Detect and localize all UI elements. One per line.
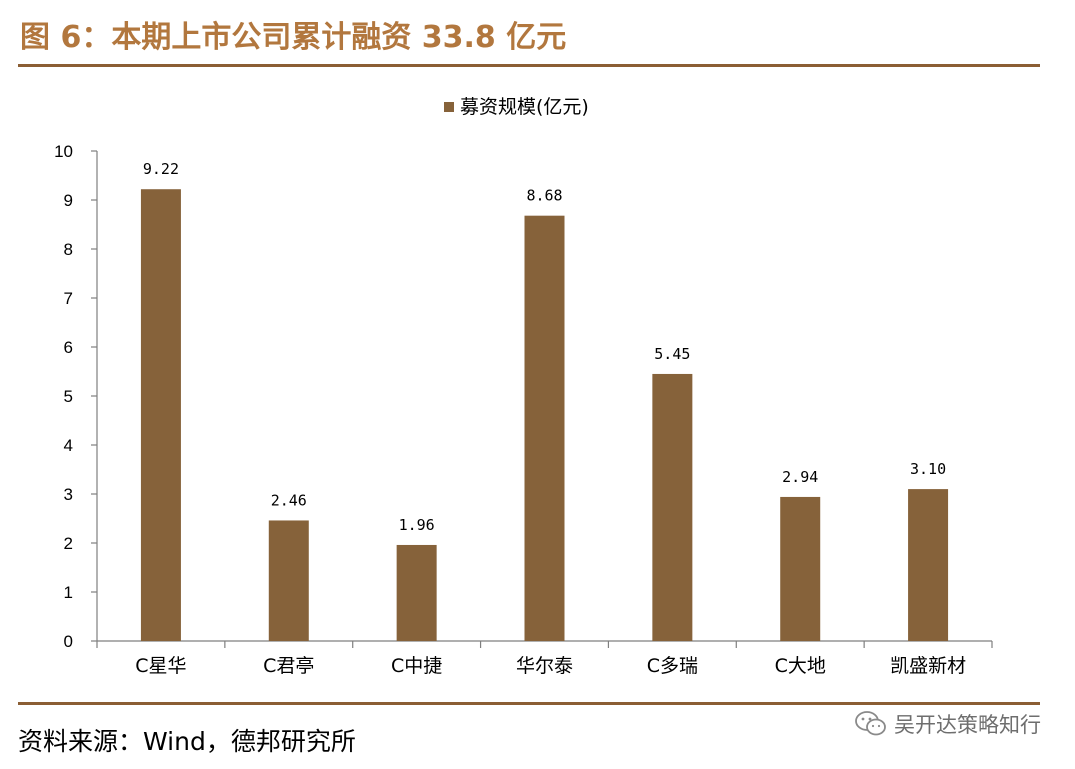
y-tick-label: 1 [64, 583, 73, 602]
bottom-divider [18, 702, 1040, 705]
watermark-text: 吴开达策略知行 [894, 713, 1041, 737]
bar [780, 496, 821, 641]
y-tick-label: 7 [64, 289, 73, 308]
bar [652, 373, 693, 641]
bar [268, 520, 309, 641]
wechat-icon [855, 711, 886, 736]
data-labels: 9.22 2.46 1.96 8.68 5.45 2.94 3.10 [143, 160, 946, 534]
y-tick-label: 0 [64, 632, 73, 651]
legend-swatch [444, 102, 454, 112]
y-tick-label: 10 [54, 142, 73, 161]
data-label: 8.68 [526, 187, 562, 205]
y-axis: 0 1 2 3 4 5 6 7 8 9 10 [54, 142, 98, 651]
y-tick-label: 9 [64, 191, 73, 210]
y-tick-label: 3 [64, 485, 73, 504]
x-tick-label: C中捷 [391, 655, 442, 677]
bar-series [140, 189, 949, 641]
bar [524, 215, 565, 641]
x-axis: C星华 C君亭 C中捷 华尔泰 C多瑞 C大地 凯盛新材 [96, 640, 993, 677]
x-tick-label: 凯盛新材 [890, 655, 966, 677]
bar [140, 189, 181, 641]
data-label: 5.45 [654, 345, 690, 363]
y-tick-label: 8 [64, 240, 73, 259]
bar-chart: 募资规模(亿元) 0 1 2 3 4 5 6 7 8 9 10 C星华 C君亭 C中捷 华尔泰 C多瑞 C大地… [54, 96, 993, 677]
x-tick-label: C君亭 [263, 655, 314, 677]
bar [396, 544, 437, 641]
bar [908, 489, 949, 641]
y-tick-label: 2 [64, 534, 73, 553]
top-divider [18, 64, 1040, 67]
data-label: 2.94 [782, 468, 818, 486]
y-tick-label: 4 [64, 436, 73, 455]
x-tick-label: 华尔泰 [516, 655, 573, 677]
y-tick-label: 5 [64, 387, 73, 406]
watermark: 吴开达策略知行 [854, 709, 1041, 739]
data-label: 2.46 [271, 491, 307, 509]
data-label: 1.96 [399, 516, 435, 534]
data-label: 9.22 [143, 160, 179, 178]
x-tick-label: C大地 [775, 655, 826, 677]
legend-label: 募资规模(亿元) [460, 96, 589, 118]
x-tick-label: C多瑞 [647, 655, 698, 677]
x-tick-label: C星华 [135, 655, 186, 677]
y-tick-label: 6 [64, 338, 73, 357]
data-label: 3.10 [910, 460, 946, 478]
figure-title: 图 6：本期上市公司累计融资 33.8 亿元 [20, 20, 567, 55]
chart-legend: 募资规模(亿元) [444, 96, 589, 118]
source-note: 资料来源：Wind，德邦研究所 [18, 727, 356, 756]
